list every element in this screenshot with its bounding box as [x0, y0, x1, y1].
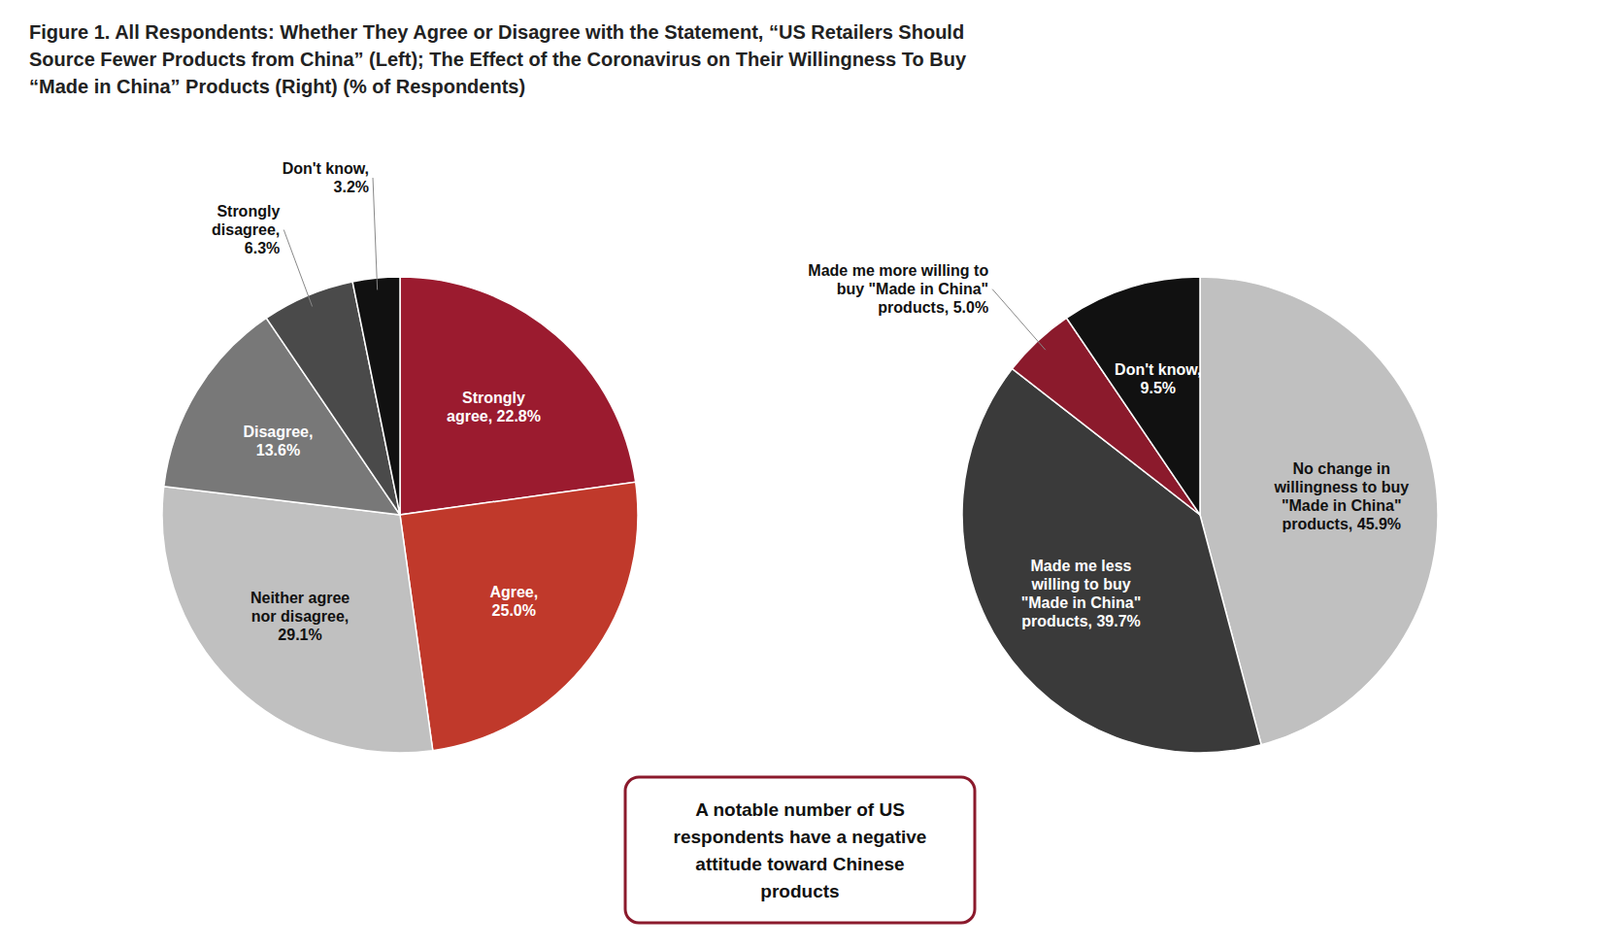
text-line: buy "Made in China" — [836, 280, 990, 298]
text-line: disagree, — [211, 221, 280, 238]
text-line: Neither agree — [250, 589, 350, 606]
leader-line — [372, 177, 378, 290]
leader-line — [283, 230, 312, 307]
text-line: products — [760, 880, 839, 901]
text-line: Disagree, — [242, 423, 313, 440]
text-line: Don't know, — [282, 160, 369, 177]
text-line: Strongly — [462, 389, 526, 406]
data-label: Disagree,13.6% — [242, 423, 313, 459]
pie-slice — [400, 481, 638, 750]
annotation: A notable number of US respondents have a… — [673, 799, 928, 901]
text-line: No change in — [1293, 460, 1391, 477]
data-label: Made me more willing tobuy "Made in Chin… — [807, 262, 989, 316]
title-line: Source Fewer Products from China” (Left)… — [29, 48, 967, 70]
text-line: respondents have a negative — [673, 826, 928, 847]
data-label: Don't know,3.2% — [282, 160, 369, 196]
text-line: 25.0% — [492, 601, 536, 619]
text-line: attitude toward Chinese — [695, 853, 904, 874]
text-line: willingness to buy — [1272, 478, 1409, 496]
text-line: 3.2% — [333, 178, 369, 196]
text-line: 9.5% — [1140, 378, 1176, 396]
title-line: “Made in China” Products (Right) (% of R… — [29, 75, 526, 98]
data-label: Don't know,9.5% — [1114, 360, 1201, 396]
data-label: No change inwillingness to buy"Made in C… — [1272, 460, 1409, 533]
leader-line — [992, 289, 1046, 351]
chart-title: Figure 1. All Respondents: Whether They … — [29, 21, 967, 98]
text-line: 6.3% — [244, 239, 280, 257]
text-line: Made me less — [1030, 557, 1132, 574]
pie: Stronglyagree, 22.8%Agree,25.0%Neither a… — [162, 160, 638, 753]
text-line: products, 39.7% — [1021, 612, 1141, 630]
text-line: products, 5.0% — [877, 299, 989, 316]
pie: No change inwillingness to buy"Made in C… — [807, 262, 1438, 753]
text-line: agree, 22.8% — [446, 407, 541, 425]
data-label: Neither agreenor disagree,29.1% — [250, 589, 350, 643]
text-line: A notable number of US — [695, 799, 905, 820]
text-line: Made me more willing to — [807, 262, 989, 279]
text-line: "Made in China" — [1281, 497, 1402, 514]
text-line: willing to buy — [1030, 575, 1131, 593]
data-label: Made me lesswilling to buy"Made in China… — [1021, 557, 1142, 630]
data-label: Stronglyagree, 22.8% — [446, 389, 541, 425]
data-label: Agree,25.0% — [489, 583, 538, 619]
text-line: 29.1% — [277, 626, 322, 643]
text-line: nor disagree, — [251, 607, 349, 625]
pie-slice — [1066, 276, 1200, 515]
data-label: Stronglydisagree,6.3% — [211, 202, 280, 257]
title-line: Figure 1. All Respondents: Whether They … — [29, 21, 965, 43]
chart-canvas: Figure 1. All Respondents: Whether They … — [0, 0, 1600, 950]
annotation-box — [625, 776, 975, 923]
pie-slice — [162, 486, 434, 753]
text-line: 13.6% — [256, 441, 300, 459]
text-line: products, 45.9% — [1281, 515, 1401, 533]
pie-slice — [352, 276, 400, 515]
text-line: Don't know, — [1114, 360, 1201, 377]
text-line: "Made in China" — [1021, 594, 1142, 611]
text-line: Agree, — [489, 583, 538, 600]
text-line: Strongly — [216, 202, 280, 220]
pie-slice — [400, 276, 636, 515]
